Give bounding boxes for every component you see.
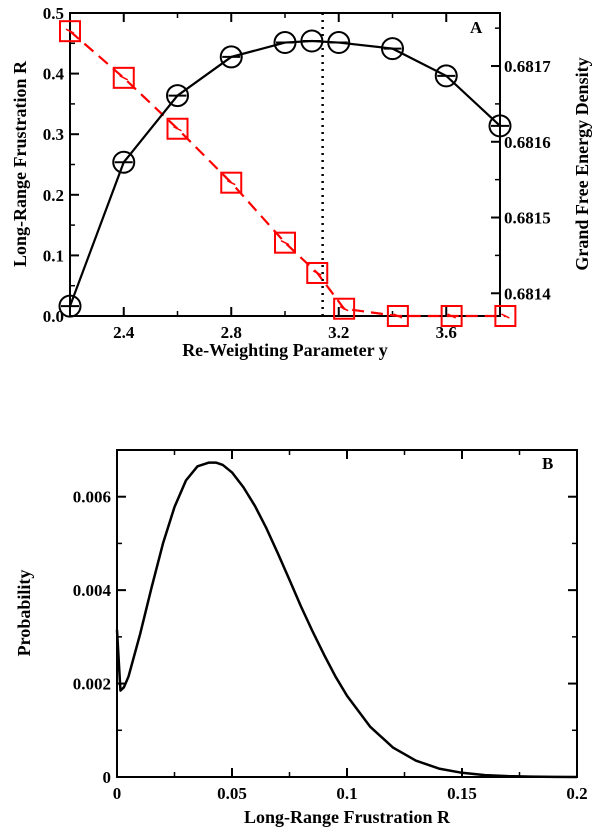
frustration-line [69, 30, 506, 318]
x-tick-label-a: 2.4 [113, 323, 135, 342]
panel-a-ticks: 2.4 2.8 3.2 3.6 0.0 0.1 0.2 0.3 0.4 0.5 0.6814 0.68… [43, 4, 552, 342]
frustration-error-bar [119, 75, 129, 81]
free-energy-point [58, 294, 82, 318]
y-tick-label-b: 0.002 [73, 675, 111, 694]
free-energy-point [381, 37, 404, 61]
panel-a: 2.4 2.8 3.2 3.6 0.0 0.1 0.2 0.3 0.4 0.5 0.6814 0.68… [10, 4, 592, 360]
y2-tick-label-a: 0.6817 [504, 57, 551, 76]
y-tick-label-a: 0.1 [43, 246, 64, 265]
frustration-point [386, 305, 409, 327]
y-tick-label-b: 0 [103, 768, 112, 787]
frustration-error-bar [280, 240, 290, 246]
frustration-point [220, 171, 243, 194]
frustration-error-bar [65, 28, 75, 34]
y-tick-label-a: 0.5 [43, 4, 64, 23]
probability-curve [115, 461, 578, 779]
y-axis-title-b: Probability [14, 570, 34, 657]
x-tick-label-b: 0.1 [336, 784, 357, 803]
free-energy-point [219, 45, 243, 69]
frustration-error-bar [173, 126, 182, 132]
panel-a-series [58, 20, 517, 327]
frustration-error-bar [226, 180, 236, 186]
frustration-error-bar [501, 313, 510, 319]
plot-frame-b [116, 449, 578, 778]
free-energy-point [327, 31, 351, 55]
free-energy-point [166, 84, 189, 108]
panel-label-a: A [470, 18, 483, 37]
frustration-point [440, 305, 463, 327]
panel-b-series [115, 461, 578, 779]
y-axis-title-a: Long-Range Frustration R [10, 60, 30, 267]
frustration-point [166, 117, 189, 140]
x-tick-label-b: 0 [113, 784, 122, 803]
free-energy-point [273, 31, 297, 55]
panel-b-ticks: 0 0.05 0.1 0.15 0.2 0 0.002 0.004 0.006 [73, 450, 588, 803]
panel-b: 0 0.05 0.1 0.15 0.2 0 0.002 0.004 0.006 B Long-R… [14, 449, 588, 827]
y-tick-label-a: 0.3 [43, 125, 64, 144]
free-energy-point [488, 114, 512, 138]
frustration-point [494, 305, 517, 327]
free-energy-point [300, 29, 324, 53]
y2-tick-label-a: 0.6816 [504, 133, 551, 152]
x-tick-label-a: 3.2 [328, 323, 349, 342]
frustration-point [274, 231, 296, 254]
free-energy-line [68, 39, 501, 307]
frustration-point [59, 20, 81, 43]
y2-tick-label-a: 0.6814 [504, 284, 551, 303]
y-tick-label-a: 0.0 [43, 307, 64, 326]
x-tick-label-a: 3.6 [436, 323, 457, 342]
panel-label-b: B [542, 454, 553, 473]
free-energy-point [112, 150, 136, 174]
x-tick-label-b: 0.2 [566, 784, 587, 803]
y2-tick-label-a: 0.6815 [504, 209, 551, 228]
x-tick-label-a: 2.8 [221, 323, 242, 342]
x-axis-title-b: Long-Range Frustration R [244, 807, 451, 827]
free-energy-point [434, 64, 458, 88]
y-tick-label-b: 0.006 [73, 488, 111, 507]
y2-axis-title-a: Grand Free Energy Density [572, 57, 592, 270]
x-tick-label-b: 0.15 [447, 784, 477, 803]
y-tick-label-b: 0.004 [73, 581, 112, 600]
frustration-point [306, 261, 329, 284]
frustration-error-bar [393, 313, 403, 319]
frustration-point [112, 66, 135, 89]
frustration-error-bar [312, 270, 322, 276]
frustration-error-bar [339, 306, 349, 312]
frustration-point [333, 297, 356, 320]
y-tick-label-a: 0.4 [43, 65, 65, 84]
x-axis-title-a: Re-Weighting Parameter y [182, 340, 388, 360]
frustration-error-bar [447, 313, 456, 319]
y-tick-label-a: 0.2 [43, 186, 64, 205]
x-tick-label-b: 0.05 [217, 784, 247, 803]
